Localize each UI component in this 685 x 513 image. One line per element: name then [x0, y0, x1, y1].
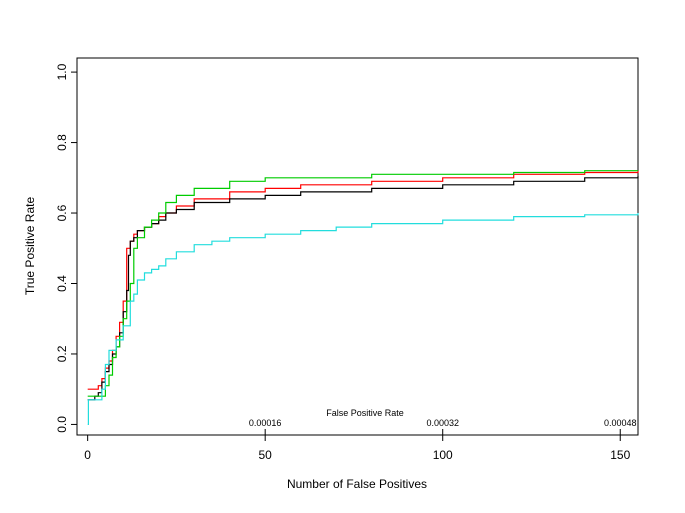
fpr-tick-label: 0.00016 [249, 418, 282, 428]
series-line-3 [87, 170, 638, 397]
series-line-2 [87, 176, 639, 401]
y-tick-label: 0.6 [55, 204, 69, 221]
y-tick-label: 0.0 [55, 416, 69, 433]
y-axis-label: True Positive Rate [23, 197, 37, 296]
x-axis: 0 50 100 150 [84, 435, 631, 462]
x-tick-label: 150 [610, 448, 630, 462]
y-tick-label: 0.8 [55, 134, 69, 151]
plot-frame [76, 57, 639, 436]
series-layer [87, 170, 639, 425]
y-tick-label: 0.4 [55, 275, 69, 292]
y-tick-label: 1.0 [55, 63, 69, 80]
secondary-axis: 0.00016 0.00032 0.00048 [249, 418, 637, 435]
x-tick-label: 100 [433, 448, 453, 462]
series-line-1 [87, 170, 639, 390]
secondary-axis-label: False Positive Rate [326, 408, 404, 418]
series-line-4 [87, 213, 639, 425]
y-axis: 0.0 0.2 0.4 0.6 0.8 1.0 [55, 63, 77, 433]
x-tick-label: 0 [84, 448, 91, 462]
x-tick-label: 50 [259, 448, 273, 462]
x-axis-label: Number of False Positives [287, 477, 427, 491]
y-tick-label: 0.2 [55, 345, 69, 362]
fpr-tick-label: 0.00032 [426, 418, 459, 428]
fpr-tick-label: 0.00048 [604, 418, 637, 428]
